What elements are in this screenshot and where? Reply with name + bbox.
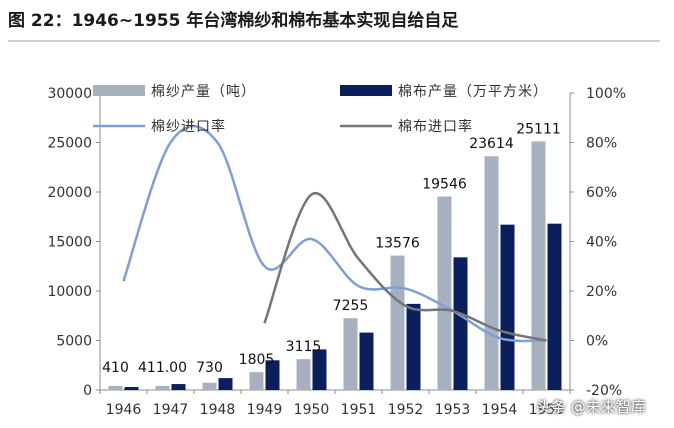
- x-tick-label: 1951: [341, 402, 377, 418]
- data-label-1951: 7255: [333, 298, 369, 314]
- legend-label: 棉布进口率: [398, 118, 473, 135]
- bar-cloth-1946: [124, 387, 139, 390]
- bar-yarn-1952: [390, 255, 405, 390]
- bar-cloth-1951: [359, 332, 374, 390]
- y-left-tick-label: 15000: [47, 235, 92, 251]
- line-yarn-import-rate: [122, 124, 547, 343]
- bar-yarn-1954: [484, 156, 499, 390]
- x-tick-label: 1954: [482, 402, 518, 418]
- y-right-tick-label: 40%: [586, 235, 617, 251]
- legend-item-1: 棉纱产量（吨）: [93, 83, 256, 100]
- bar-yarn-1948: [202, 382, 217, 390]
- y-left-tick-label: 30000: [47, 86, 92, 102]
- bar-cloth-1947: [171, 384, 186, 390]
- line-cloth-import-rate: [263, 191, 547, 342]
- data-label-1952: 13576: [375, 236, 420, 252]
- legend-item-2: 棉布产量（万平方米）: [340, 83, 548, 100]
- data-label-1946: 410: [102, 360, 129, 376]
- data-labels: 410 411.00 730 1805 3115 7255 13576 19546 236142…: [102, 121, 561, 376]
- bar-cloth-1953: [453, 257, 468, 390]
- legend-swatch: [93, 85, 145, 96]
- legend-item-4: 棉布进口率: [340, 118, 473, 135]
- x-tick-label: 1948: [200, 402, 236, 418]
- data-label-1954: 23614: [469, 136, 514, 152]
- data-label-1953: 19546: [422, 176, 467, 192]
- legend-item-3: 棉纱进口率: [93, 118, 226, 135]
- bar-cloth-1950: [312, 349, 327, 390]
- bar-yarn-1949: [249, 372, 264, 390]
- y-right-tick-label: -20%: [586, 383, 622, 399]
- y-left-tick-label: 5000: [56, 334, 92, 350]
- bar-yarn-1951: [343, 318, 358, 390]
- x-tick-label: 1953: [435, 402, 471, 418]
- y-right-tick-label: 60%: [586, 185, 617, 201]
- y-right-tick-label: 0%: [586, 334, 608, 350]
- y-left-tick-label: 10000: [47, 284, 92, 300]
- bar-yarn-1950: [296, 359, 311, 390]
- watermark: 头条 @未来智库: [536, 398, 646, 416]
- legend-label: 棉纱进口率: [151, 118, 226, 135]
- bar-cloth-1949: [265, 360, 280, 390]
- y-right-tick-label: 80%: [586, 136, 617, 152]
- bar-yarn-1946: [108, 385, 123, 390]
- bar-cloth-1955: [547, 223, 562, 390]
- bar-cloth-1954: [500, 224, 515, 390]
- x-tick-label: 1950: [294, 402, 330, 418]
- x-tick-label: 1949: [247, 402, 283, 418]
- y-left-tick-label: 20000: [47, 185, 92, 201]
- legend-label: 棉布产量（万平方米）: [398, 83, 548, 100]
- x-tick-label: 1952: [388, 402, 424, 418]
- data-label-1949: 1805: [239, 352, 275, 368]
- y-right-tick-label: 100%: [586, 86, 626, 102]
- bar-cloth-1952: [406, 303, 421, 390]
- axes: 0 5000 10000 15000 20000 25000 30000 -20% 0% 20% 4…: [47, 86, 626, 418]
- x-tick-label: 1955: [529, 402, 565, 418]
- x-tick-label: 1947: [153, 402, 189, 418]
- data-label-1955: 25111: [516, 121, 561, 137]
- y-left-tick-label: 0: [83, 383, 92, 399]
- x-tick-label: 1946: [106, 402, 142, 418]
- legend-swatch: [340, 85, 392, 96]
- bar-cloth-1948: [218, 378, 233, 390]
- data-label-1948: 730: [196, 360, 223, 376]
- figure-title: 图 22：1946~1955 年台湾棉纱和棉布基本实现自给自足: [8, 11, 459, 31]
- rate-lines: [122, 124, 547, 343]
- bar-yarn-1955: [531, 141, 546, 390]
- data-label-1947: 411.00: [138, 360, 187, 376]
- title-divider: [8, 40, 660, 42]
- bar-yarn-1953: [437, 196, 452, 390]
- legend: 棉纱产量（吨） 棉布产量（万平方米） 棉纱进口率 棉布进口率: [93, 83, 548, 135]
- bars: [108, 141, 562, 390]
- legend-label: 棉纱产量（吨）: [151, 83, 256, 100]
- data-label-1950: 3115: [286, 339, 322, 355]
- y-left-tick-label: 25000: [47, 136, 92, 152]
- y-right-tick-label: 20%: [586, 284, 617, 300]
- bar-yarn-1947: [155, 385, 170, 390]
